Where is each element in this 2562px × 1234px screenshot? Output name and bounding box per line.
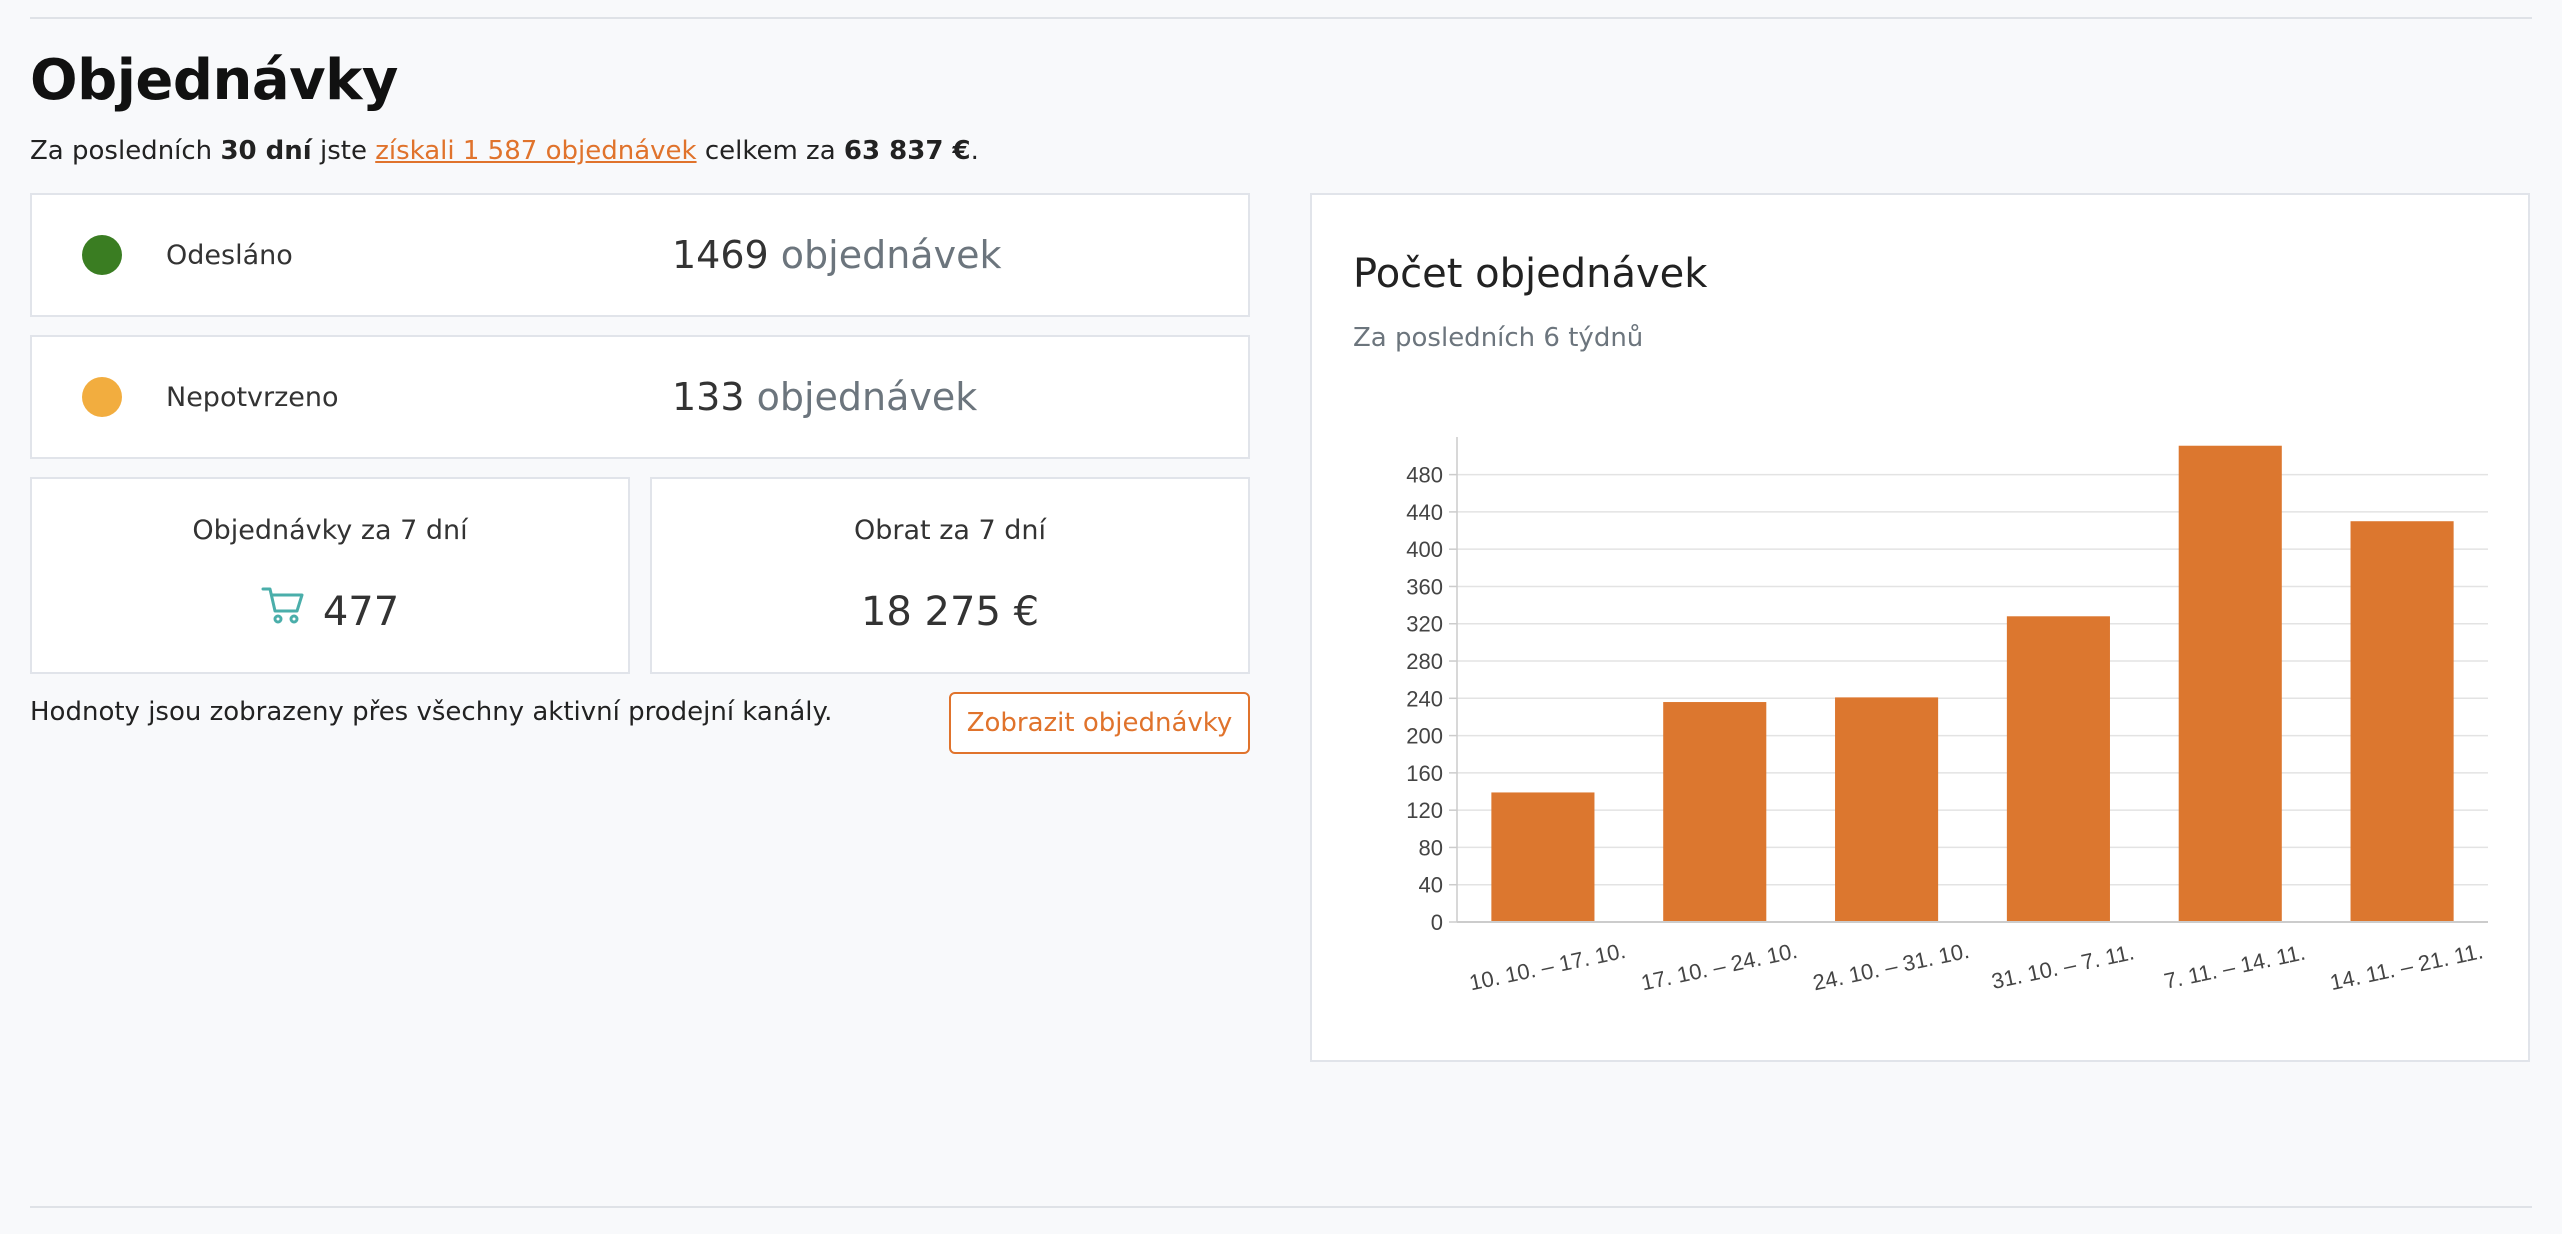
y-tick-label: 120 bbox=[1406, 798, 1443, 823]
summary-prefix: Za posledních bbox=[30, 136, 221, 166]
chart-bar bbox=[1663, 702, 1767, 922]
channels-note: Hodnoty jsou zobrazeny přes všechny akti… bbox=[30, 697, 833, 727]
status-unit-unconfirmed: objednávek bbox=[744, 375, 978, 419]
summary-middle: jste bbox=[311, 136, 376, 166]
status-card-unconfirmed: Nepotvrzeno 133 objednávek bbox=[30, 335, 1250, 459]
x-tick-label: 31. 10. – 7. 11. bbox=[1989, 939, 2136, 994]
status-label-shipped: Odesláno bbox=[166, 240, 293, 271]
status-label-unconfirmed: Nepotvrzeno bbox=[166, 382, 339, 413]
x-tick-label: 17. 10. – 24. 10. bbox=[1639, 938, 1800, 996]
status-value-unconfirmed: 133 objednávek bbox=[672, 375, 977, 419]
orders-7d-value: 477 bbox=[322, 589, 400, 635]
orders-summary: Za posledních 30 dní jste získali 1 587 … bbox=[30, 136, 979, 166]
orders-count-link[interactable]: získali 1 587 objednávek bbox=[375, 136, 697, 166]
orders-7d-label: Objednávky za 7 dní bbox=[192, 515, 468, 546]
orders-chart-card: Počet objednávek Za posledních 6 týdnů 0… bbox=[1310, 193, 2530, 1062]
y-tick-label: 400 bbox=[1406, 537, 1443, 562]
chart-axes bbox=[1449, 437, 2488, 923]
shopping-cart-icon bbox=[261, 585, 305, 635]
chart-subtitle: Za posledních 6 týdnů bbox=[1353, 323, 1644, 353]
summary-after-link: celkem za bbox=[696, 136, 844, 166]
chart-title: Počet objednávek bbox=[1353, 251, 1708, 297]
chart-bar bbox=[1491, 792, 1595, 922]
y-tick-label: 40 bbox=[1419, 873, 1443, 898]
y-tick-label: 0 bbox=[1431, 910, 1443, 935]
show-orders-button[interactable]: Zobrazit objednávky bbox=[949, 692, 1250, 754]
orders-7d-value-row: 477 bbox=[32, 587, 628, 639]
y-tick-label: 440 bbox=[1406, 500, 1443, 525]
status-count-shipped: 1469 bbox=[672, 233, 769, 277]
top-divider bbox=[30, 17, 2532, 19]
page-title: Objednávky bbox=[30, 48, 398, 113]
chart-gridlines bbox=[1457, 473, 2488, 886]
revenue-7d-label: Obrat za 7 dní bbox=[853, 515, 1047, 546]
status-unit-shipped: objednávek bbox=[768, 233, 1002, 277]
y-tick-label: 480 bbox=[1406, 463, 1443, 488]
chart-bar bbox=[1835, 697, 1939, 922]
status-card-shipped: Odesláno 1469 objednávek bbox=[30, 193, 1250, 317]
y-tick-label: 240 bbox=[1406, 686, 1443, 711]
orders-bar-chart: 0 40 80 120 160 200 240 280 320 360 400 440 480 10. 1… bbox=[1406, 437, 2488, 996]
x-tick-label: 10. 10. – 17. 10. bbox=[1467, 938, 1628, 996]
status-dot-unconfirmed bbox=[82, 377, 122, 417]
status-dot-shipped bbox=[82, 235, 122, 275]
bottom-divider bbox=[30, 1206, 2532, 1208]
revenue-7d-card: Obrat za 7 dní 18 275 € bbox=[650, 477, 1250, 674]
chart-bars bbox=[1491, 445, 2454, 922]
y-tick-label: 360 bbox=[1406, 574, 1443, 599]
y-tick-label: 280 bbox=[1406, 649, 1443, 674]
y-tick-label: 80 bbox=[1419, 835, 1443, 860]
status-value-shipped: 1469 objednávek bbox=[672, 233, 1001, 277]
revenue-7d-value: 18 275 € bbox=[860, 589, 1040, 635]
chart-bar bbox=[2350, 521, 2454, 922]
summary-period: 30 dní bbox=[220, 136, 312, 166]
y-tick-label: 200 bbox=[1406, 724, 1443, 749]
x-tick-label: 7. 11. – 14. 11. bbox=[2162, 940, 2308, 994]
chart-bar bbox=[2178, 445, 2282, 922]
x-tick-label: 24. 10. – 31. 10. bbox=[1811, 938, 1972, 996]
x-tick-label: 14. 11. – 21. 11. bbox=[2328, 938, 2486, 995]
y-tick-label: 320 bbox=[1406, 612, 1443, 637]
orders-7d-card: Objednávky za 7 dní 477 bbox=[30, 477, 630, 674]
summary-suffix: . bbox=[970, 136, 979, 166]
status-count-unconfirmed: 133 bbox=[672, 375, 745, 419]
summary-total: 63 837 € bbox=[843, 136, 971, 166]
y-tick-label: 160 bbox=[1406, 761, 1443, 786]
chart-bar bbox=[2006, 616, 2110, 922]
